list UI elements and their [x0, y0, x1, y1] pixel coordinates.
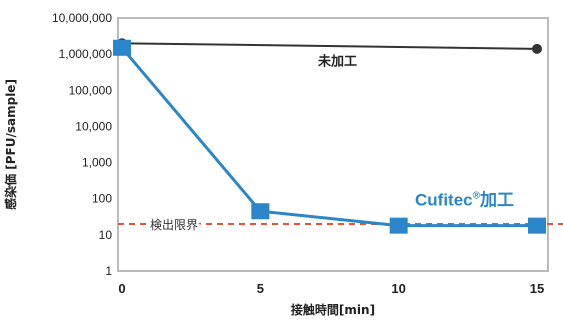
detection-limit-label: 検出限界	[150, 218, 198, 232]
series-label-cufitec-name: Cufitec	[415, 191, 473, 210]
series-line-0	[121, 42, 538, 50]
series-point-1	[389, 217, 408, 234]
y-tick-label: 1,000,000	[59, 47, 113, 61]
x-axis-label: 接触時間[min]	[291, 302, 375, 317]
y-axis-ticks: 1 10 100 1,000 10,000 100,000 1,000,000 10,000,…	[52, 11, 112, 278]
x-tick-label: 10	[391, 281, 405, 296]
y-tick-label: 10,000	[75, 119, 112, 133]
x-tick-label: 5	[257, 281, 264, 296]
x-tick-label: 0	[118, 281, 125, 296]
y-tick-label: 100	[92, 192, 112, 206]
y-tick-label: 1	[105, 264, 112, 278]
series-point-1	[251, 203, 270, 220]
series-label-cufitec-suffix: 加工	[479, 191, 514, 210]
y-tick-label: 10,000,000	[52, 11, 112, 25]
x-axis-ticks: 0 5 10 15	[118, 281, 544, 296]
x-tick-label: 15	[530, 281, 544, 296]
y-tick-label: 100,000	[69, 83, 113, 97]
series-point-1	[528, 217, 546, 234]
series-group	[113, 38, 546, 234]
series-line-1	[120, 46, 537, 228]
plot-area	[117, 17, 549, 272]
series-point-1	[113, 39, 131, 56]
y-tick-label: 1,000	[82, 156, 112, 170]
series-point-0	[532, 43, 542, 54]
series-label-untreated: 未加工	[317, 53, 357, 69]
y-axis-label: 感染価 [PFU/sample]	[3, 79, 18, 210]
series-label-cufitec-superscript: ®	[473, 191, 481, 202]
y-tick-label: 10	[99, 228, 113, 242]
series-label-cufitec: Cufitec®加工	[415, 191, 514, 210]
